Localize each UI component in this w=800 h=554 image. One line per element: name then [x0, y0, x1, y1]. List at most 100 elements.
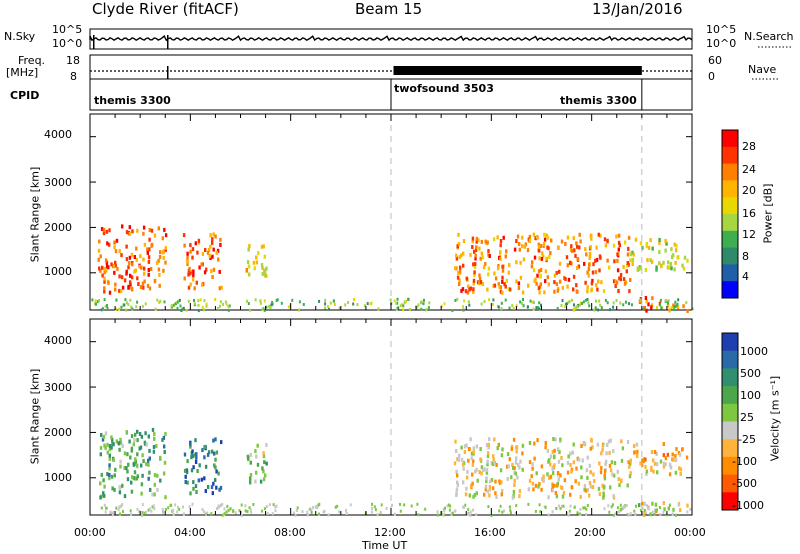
velocity-data-cell	[589, 484, 592, 489]
power-ground-cell	[115, 298, 118, 302]
velocity-data-cell	[671, 452, 674, 457]
xtick: 00:00	[74, 526, 106, 539]
power-data-cell	[162, 255, 165, 260]
power-data-cell	[686, 258, 689, 263]
velocity-ground-cell	[538, 503, 541, 507]
velocity-data-cell	[130, 489, 134, 494]
power-data-cell	[650, 305, 653, 310]
velocity-data-cell	[132, 476, 136, 480]
power-data-cell	[214, 234, 217, 239]
velocity-data-cell	[256, 443, 259, 448]
velocity-ground-cell	[345, 508, 347, 512]
power-data-cell	[499, 285, 503, 290]
velocity-data-cell	[101, 437, 105, 442]
power-data-cell	[649, 238, 652, 243]
power-data-cell	[530, 264, 534, 269]
power-ground-cell	[615, 299, 618, 302]
velocity-data-cell	[112, 458, 115, 462]
power-data-cell	[528, 234, 532, 239]
velocity-ground-cell	[467, 508, 470, 512]
power-data-cell	[614, 279, 617, 284]
power-data-cell	[477, 238, 480, 243]
velocity-ground-cell	[219, 503, 222, 507]
power-ground-cell	[193, 302, 196, 306]
power-data-cell	[539, 273, 542, 278]
power-ground-cell	[420, 307, 423, 311]
velocity-ground-cell	[586, 504, 589, 507]
freq-unit: [MHz]	[6, 66, 39, 79]
velocity-ground-cell	[527, 502, 530, 506]
power-data-cell	[116, 266, 119, 271]
power-ground-cell	[389, 298, 392, 302]
velocity-ground-cell	[100, 506, 103, 510]
power-data-cell	[143, 271, 146, 276]
velocity-data-cell	[603, 469, 607, 474]
velocity-ground-cell	[662, 510, 665, 514]
power-ground-cell	[537, 306, 540, 310]
velocity-ground-cell	[643, 508, 646, 512]
velocity-data-cell	[162, 471, 166, 476]
velocity-data-cell	[192, 454, 195, 458]
power-data-cell	[598, 268, 601, 273]
power-data-cell	[120, 253, 123, 258]
power-data-cell	[114, 260, 117, 265]
velocity-ground-cell	[152, 504, 155, 508]
velocity-ground-cell	[442, 513, 445, 517]
velocity-data-cell	[125, 466, 128, 471]
power-data-cell	[118, 288, 121, 293]
power-data-cell	[129, 273, 132, 278]
power-data-cell	[650, 303, 654, 308]
velocity-data-cell	[211, 449, 214, 454]
velocity-ground-cell	[246, 510, 249, 513]
velocity-data-cell	[592, 472, 595, 477]
velocity-data-cell	[192, 480, 195, 485]
velocity-data-cell	[567, 454, 570, 459]
power-ground-cell	[639, 298, 642, 302]
velocity-ground-cell	[403, 503, 406, 507]
velocity-data-cell	[632, 444, 636, 449]
power-data-cell	[468, 287, 471, 292]
power-data-cell	[478, 276, 482, 281]
velocity-ground-cell	[558, 504, 561, 508]
velocity-ground-cell	[446, 504, 449, 508]
velocity-data-cell	[600, 466, 603, 470]
power-data-cell	[496, 235, 499, 240]
velocity-data-cell	[186, 459, 189, 464]
power-data-cell	[588, 262, 591, 267]
power-ground-cell	[573, 307, 576, 310]
velocity-data-cell	[681, 447, 684, 452]
power-data-cell	[115, 238, 119, 243]
power-data-cell	[673, 242, 676, 247]
velocity-data-cell	[111, 437, 114, 442]
power-data-cell	[619, 277, 622, 282]
power-data-cell	[613, 259, 616, 264]
power-data-cell	[134, 268, 137, 273]
velocity-colorbar-step	[722, 492, 738, 511]
power-data-cell	[205, 267, 208, 272]
power-data-cell	[164, 260, 167, 265]
power-ground-cell	[454, 299, 457, 302]
power-data-cell	[658, 250, 661, 255]
power-data-cell	[590, 281, 594, 286]
velocity-data-cell	[613, 473, 616, 478]
velocity-ground-cell	[567, 513, 570, 517]
power-ground-cell	[531, 300, 534, 304]
power-data-cell	[474, 262, 477, 267]
velocity-ground-cell	[104, 510, 107, 514]
power-data-cell	[566, 284, 569, 289]
velocity-data-cell	[517, 462, 520, 467]
power-ground-cell	[261, 307, 264, 311]
velocity-colorbar-step	[722, 474, 738, 493]
velocity-ground-cell	[487, 505, 490, 509]
velocity-data-cell	[531, 481, 535, 486]
power-data-cell	[263, 254, 266, 259]
velocity-data-cell	[195, 452, 198, 457]
xtick: 04:00	[174, 526, 206, 539]
velocity-data-cell	[455, 449, 458, 453]
power-data-cell	[492, 237, 496, 242]
power-data-cell	[255, 255, 258, 260]
velocity-data-cell	[99, 481, 102, 486]
power-data-cell	[660, 263, 663, 268]
velocity-data-cell	[672, 507, 675, 512]
velocity-data-cell	[584, 488, 588, 493]
